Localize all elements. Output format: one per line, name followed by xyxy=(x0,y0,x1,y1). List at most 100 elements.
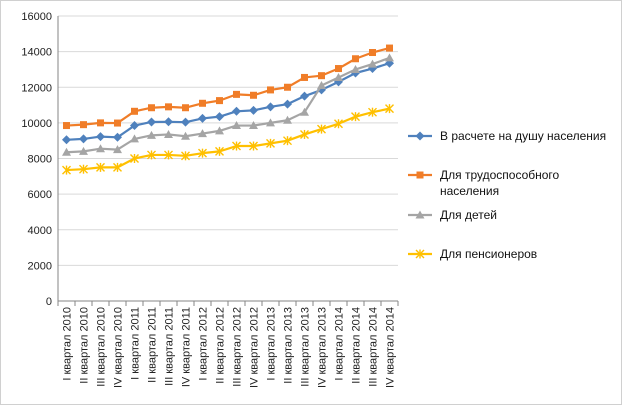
data-point xyxy=(369,49,376,57)
data-point xyxy=(148,104,155,112)
data-point xyxy=(249,121,258,130)
data-point xyxy=(267,86,274,94)
data-point xyxy=(368,107,377,117)
data-point xyxy=(164,129,173,138)
data-point xyxy=(199,99,206,107)
x-tick-label: III квартал 2013 xyxy=(300,307,312,387)
data-point xyxy=(283,136,292,146)
data-point xyxy=(266,102,275,112)
data-point xyxy=(318,72,325,80)
x-tick-label: II квартал 2010 xyxy=(79,307,91,384)
data-point xyxy=(317,124,326,134)
data-point xyxy=(113,132,122,142)
data-point xyxy=(216,97,223,105)
data-point xyxy=(165,103,172,111)
y-tick-label: 0 xyxy=(46,296,52,308)
legend-item: Для трудоспособного населения xyxy=(408,168,560,198)
data-point xyxy=(164,117,173,127)
legend-label: Для трудоспособного населения xyxy=(440,168,560,198)
data-point xyxy=(266,118,275,127)
y-tick-label: 12000 xyxy=(21,82,52,94)
data-point xyxy=(96,132,105,142)
x-tick-label: I квартал 2012 xyxy=(198,307,210,381)
x-tick-label: II квартал 2011 xyxy=(147,307,159,383)
x-tick-label: II квартал 2014 xyxy=(351,307,363,384)
data-point xyxy=(113,162,122,172)
series-1 xyxy=(62,58,394,145)
x-tick-label: IV квартал 2014 xyxy=(385,307,397,388)
x-tick-label: I квартал 2013 xyxy=(266,307,278,381)
y-tick-label: 6000 xyxy=(28,189,52,201)
data-point xyxy=(385,104,394,114)
y-tick-label: 16000 xyxy=(21,11,52,23)
x-tick-label: III квартал 2012 xyxy=(232,307,244,387)
legend-item: Для детей xyxy=(408,208,497,222)
data-point xyxy=(351,64,360,73)
legend-label: Для пенсионеров xyxy=(440,247,537,261)
data-point xyxy=(131,107,138,115)
data-point xyxy=(249,105,258,115)
data-point xyxy=(300,107,309,116)
data-point xyxy=(181,131,190,140)
data-point xyxy=(232,121,241,130)
data-point xyxy=(415,249,425,259)
data-point xyxy=(284,83,291,91)
data-point xyxy=(62,147,71,156)
data-point xyxy=(283,115,292,124)
x-tick-label: IV квартал 2013 xyxy=(317,307,329,388)
x-tick-label: I квартал 2010 xyxy=(62,307,74,381)
series-3 xyxy=(62,53,394,156)
x-tick-label: I квартал 2014 xyxy=(334,307,346,381)
x-tick-label: III квартал 2014 xyxy=(368,307,380,387)
legend-item: В расчете на душу населения xyxy=(408,129,606,143)
x-tick-label: II квартал 2013 xyxy=(283,307,295,384)
data-point xyxy=(96,162,105,172)
data-point xyxy=(283,99,292,109)
data-point xyxy=(62,165,71,175)
legend-label: Для детей xyxy=(440,208,497,222)
legend-label: В расчете на душу населения xyxy=(440,129,606,143)
data-point xyxy=(215,112,224,122)
data-point xyxy=(233,90,240,98)
data-point xyxy=(386,44,393,52)
data-point xyxy=(114,119,121,127)
x-tick-label: I квартал 2011 xyxy=(130,307,142,380)
data-point xyxy=(415,210,425,219)
data-point xyxy=(215,146,224,156)
data-point xyxy=(63,122,70,130)
data-point xyxy=(147,130,156,139)
data-point xyxy=(385,53,394,62)
data-point xyxy=(130,154,139,163)
gridlines xyxy=(58,15,398,302)
legend-item: Для пенсионеров xyxy=(408,247,537,261)
y-tick-label: 8000 xyxy=(28,154,52,166)
series-4 xyxy=(62,104,394,175)
x-tick-label: IV квартал 2012 xyxy=(249,307,261,388)
data-point xyxy=(79,134,88,144)
data-point xyxy=(300,91,309,101)
data-point xyxy=(96,144,105,153)
data-point xyxy=(335,65,342,73)
legend: В расчете на душу населения Для трудоспос… xyxy=(408,129,606,261)
x-tick-label: II квартал 2012 xyxy=(215,307,227,384)
x-tick-label: III квартал 2011 xyxy=(164,307,176,386)
data-point xyxy=(164,150,173,160)
data-point xyxy=(215,126,224,135)
data-point xyxy=(79,146,88,155)
data-point xyxy=(416,171,424,179)
data-point xyxy=(249,141,258,151)
data-point xyxy=(334,119,343,129)
data-point xyxy=(79,164,88,174)
x-tick-label: III квартал 2010 xyxy=(96,307,108,387)
data-point xyxy=(334,72,343,81)
data-point xyxy=(198,129,207,138)
data-point xyxy=(147,117,156,127)
data-point xyxy=(351,112,360,122)
data-point xyxy=(97,119,104,127)
data-point xyxy=(352,55,359,63)
data-point xyxy=(301,73,308,81)
data-point xyxy=(80,121,87,129)
y-tick-label: 14000 xyxy=(21,47,52,59)
